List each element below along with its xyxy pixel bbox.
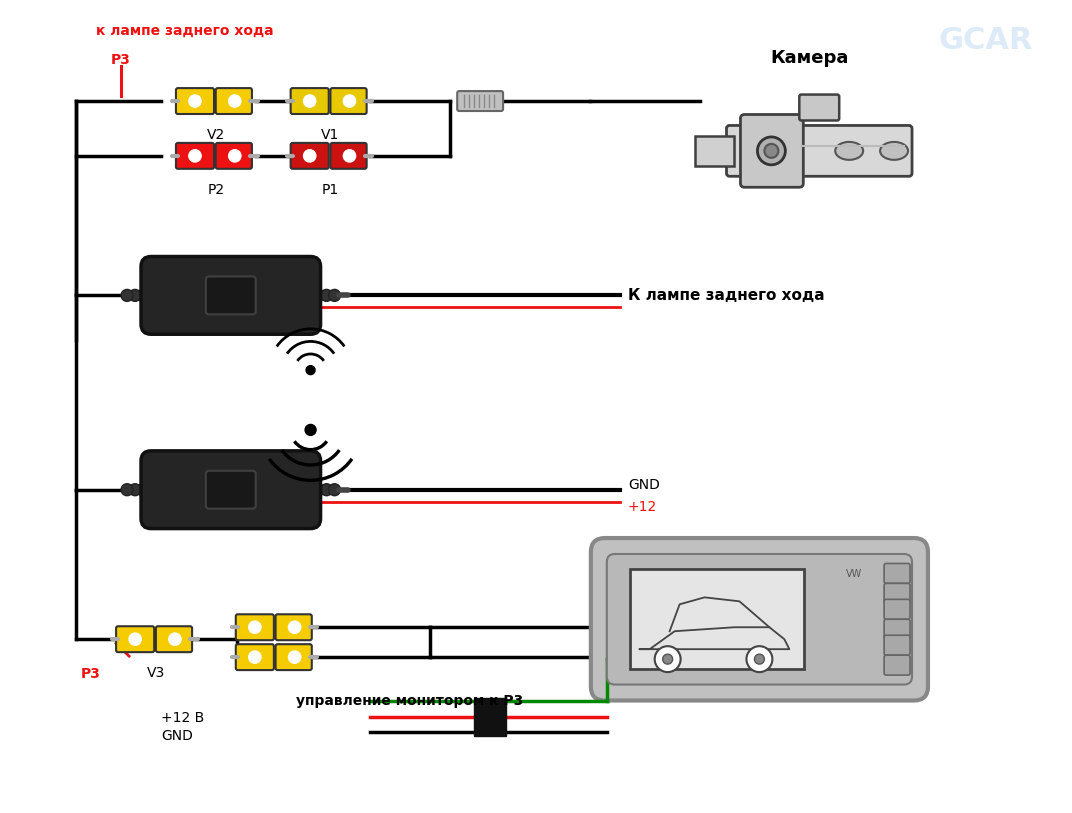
FancyBboxPatch shape: [291, 88, 329, 114]
Circle shape: [321, 484, 332, 496]
Text: управление монитором к P3: управление монитором к P3: [296, 694, 523, 708]
FancyBboxPatch shape: [629, 569, 804, 669]
Circle shape: [137, 484, 149, 496]
FancyBboxPatch shape: [727, 125, 912, 176]
Circle shape: [121, 484, 133, 496]
Circle shape: [746, 646, 773, 672]
FancyBboxPatch shape: [800, 94, 839, 120]
FancyBboxPatch shape: [142, 451, 321, 528]
FancyBboxPatch shape: [474, 698, 506, 736]
FancyBboxPatch shape: [155, 626, 192, 652]
Text: VW: VW: [846, 569, 862, 579]
FancyBboxPatch shape: [276, 615, 312, 640]
FancyBboxPatch shape: [884, 655, 910, 675]
Circle shape: [303, 95, 316, 107]
FancyBboxPatch shape: [206, 471, 256, 509]
FancyBboxPatch shape: [276, 644, 312, 670]
FancyBboxPatch shape: [591, 538, 928, 701]
FancyBboxPatch shape: [741, 115, 803, 187]
Text: Камера: Камера: [770, 50, 848, 67]
Text: GCAR: GCAR: [939, 26, 1033, 55]
FancyBboxPatch shape: [236, 615, 273, 640]
Text: V2: V2: [207, 128, 225, 142]
Circle shape: [758, 137, 786, 165]
FancyBboxPatch shape: [215, 88, 252, 114]
Polygon shape: [695, 136, 734, 166]
FancyBboxPatch shape: [884, 620, 910, 639]
Circle shape: [228, 150, 241, 162]
FancyBboxPatch shape: [116, 626, 154, 652]
Text: К лампе заднего хода: К лампе заднего хода: [628, 288, 824, 303]
Circle shape: [655, 646, 681, 672]
FancyBboxPatch shape: [176, 88, 214, 114]
Circle shape: [328, 484, 341, 496]
Circle shape: [288, 651, 301, 663]
Circle shape: [168, 633, 181, 646]
Text: GND: GND: [628, 478, 659, 492]
Circle shape: [313, 484, 325, 496]
Circle shape: [343, 150, 356, 162]
Circle shape: [129, 484, 142, 496]
Text: P3: P3: [111, 53, 131, 67]
Text: P2: P2: [207, 183, 224, 197]
Circle shape: [303, 150, 316, 162]
FancyBboxPatch shape: [291, 143, 329, 169]
Circle shape: [249, 621, 260, 633]
Circle shape: [343, 95, 356, 107]
Text: GND: GND: [161, 729, 193, 743]
FancyBboxPatch shape: [236, 644, 273, 670]
Circle shape: [137, 289, 149, 302]
Circle shape: [249, 651, 260, 663]
FancyBboxPatch shape: [457, 91, 503, 111]
FancyBboxPatch shape: [206, 276, 256, 315]
Circle shape: [121, 289, 133, 302]
FancyBboxPatch shape: [330, 143, 367, 169]
Text: к лампе заднего хода: к лампе заднего хода: [96, 24, 273, 37]
Ellipse shape: [835, 142, 863, 160]
FancyBboxPatch shape: [607, 554, 912, 685]
FancyBboxPatch shape: [884, 635, 910, 655]
FancyBboxPatch shape: [142, 257, 321, 334]
Circle shape: [129, 633, 142, 646]
FancyBboxPatch shape: [884, 584, 910, 603]
FancyBboxPatch shape: [330, 88, 367, 114]
Text: P3: P3: [81, 667, 101, 681]
Circle shape: [189, 95, 202, 107]
FancyBboxPatch shape: [884, 599, 910, 620]
Circle shape: [662, 654, 672, 664]
Text: +12: +12: [628, 500, 657, 514]
Circle shape: [307, 366, 315, 375]
Text: P1: P1: [322, 183, 339, 197]
Text: V3: V3: [147, 666, 165, 680]
Circle shape: [306, 424, 316, 436]
Circle shape: [764, 144, 778, 158]
Circle shape: [313, 289, 325, 302]
Circle shape: [321, 289, 332, 302]
Circle shape: [288, 621, 301, 633]
Circle shape: [228, 95, 241, 107]
FancyBboxPatch shape: [176, 143, 214, 169]
Circle shape: [328, 289, 341, 302]
FancyBboxPatch shape: [884, 563, 910, 584]
Circle shape: [189, 150, 202, 162]
Circle shape: [755, 654, 764, 664]
Circle shape: [129, 289, 142, 302]
FancyBboxPatch shape: [215, 143, 252, 169]
Ellipse shape: [880, 142, 908, 160]
Text: +12 В: +12 В: [161, 711, 205, 725]
Text: V1: V1: [322, 128, 340, 142]
